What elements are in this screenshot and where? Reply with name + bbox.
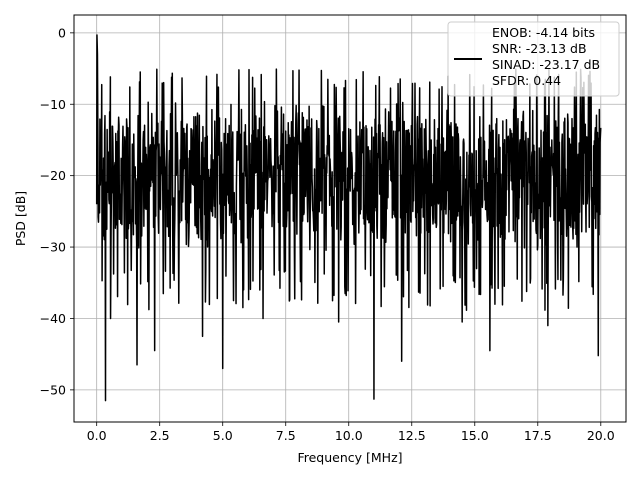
y-tick-label: −10 <box>40 97 66 112</box>
y-axis-label: PSD [dB] <box>13 191 28 246</box>
x-axis-label: Frequency [MHz] <box>297 450 402 465</box>
x-tick-label: 0.0 <box>87 428 107 443</box>
x-tick-label: 7.5 <box>276 428 296 443</box>
x-tick-label: 20.0 <box>587 428 615 443</box>
x-tick-label: 5.0 <box>213 428 233 443</box>
y-tick-label: −20 <box>40 168 66 183</box>
x-tick-label: 10.0 <box>335 428 363 443</box>
y-tick-label: 0 <box>58 25 66 40</box>
legend: ENOB: -4.14 bits SNR: -23.13 dB SINAD: -… <box>447 21 620 97</box>
legend-box <box>447 21 620 97</box>
legend-sfdr: SFDR: 0.44 <box>492 73 561 88</box>
y-tick-label: −30 <box>40 240 66 255</box>
legend-snr: SNR: -23.13 dB <box>492 41 587 56</box>
x-tick-label: 12.5 <box>398 428 426 443</box>
x-tick-label: 15.0 <box>461 428 489 443</box>
y-tick-label: −50 <box>40 382 66 397</box>
legend-sinad: SINAD: -23.17 dB <box>492 57 600 72</box>
y-tick-label: −40 <box>40 311 66 326</box>
x-tick-label: 2.5 <box>150 428 170 443</box>
legend-enob: ENOB: -4.14 bits <box>492 25 595 40</box>
psd-series <box>95 34 602 402</box>
plot-frame <box>73 14 627 423</box>
axis-ticks: 0.0 2.5 5.0 7.5 10.0 12.5 15.0 17.5 20.0 0 −10 −20 −… <box>40 25 615 443</box>
psd-trace <box>95 34 602 402</box>
x-tick-label: 17.5 <box>524 428 552 443</box>
